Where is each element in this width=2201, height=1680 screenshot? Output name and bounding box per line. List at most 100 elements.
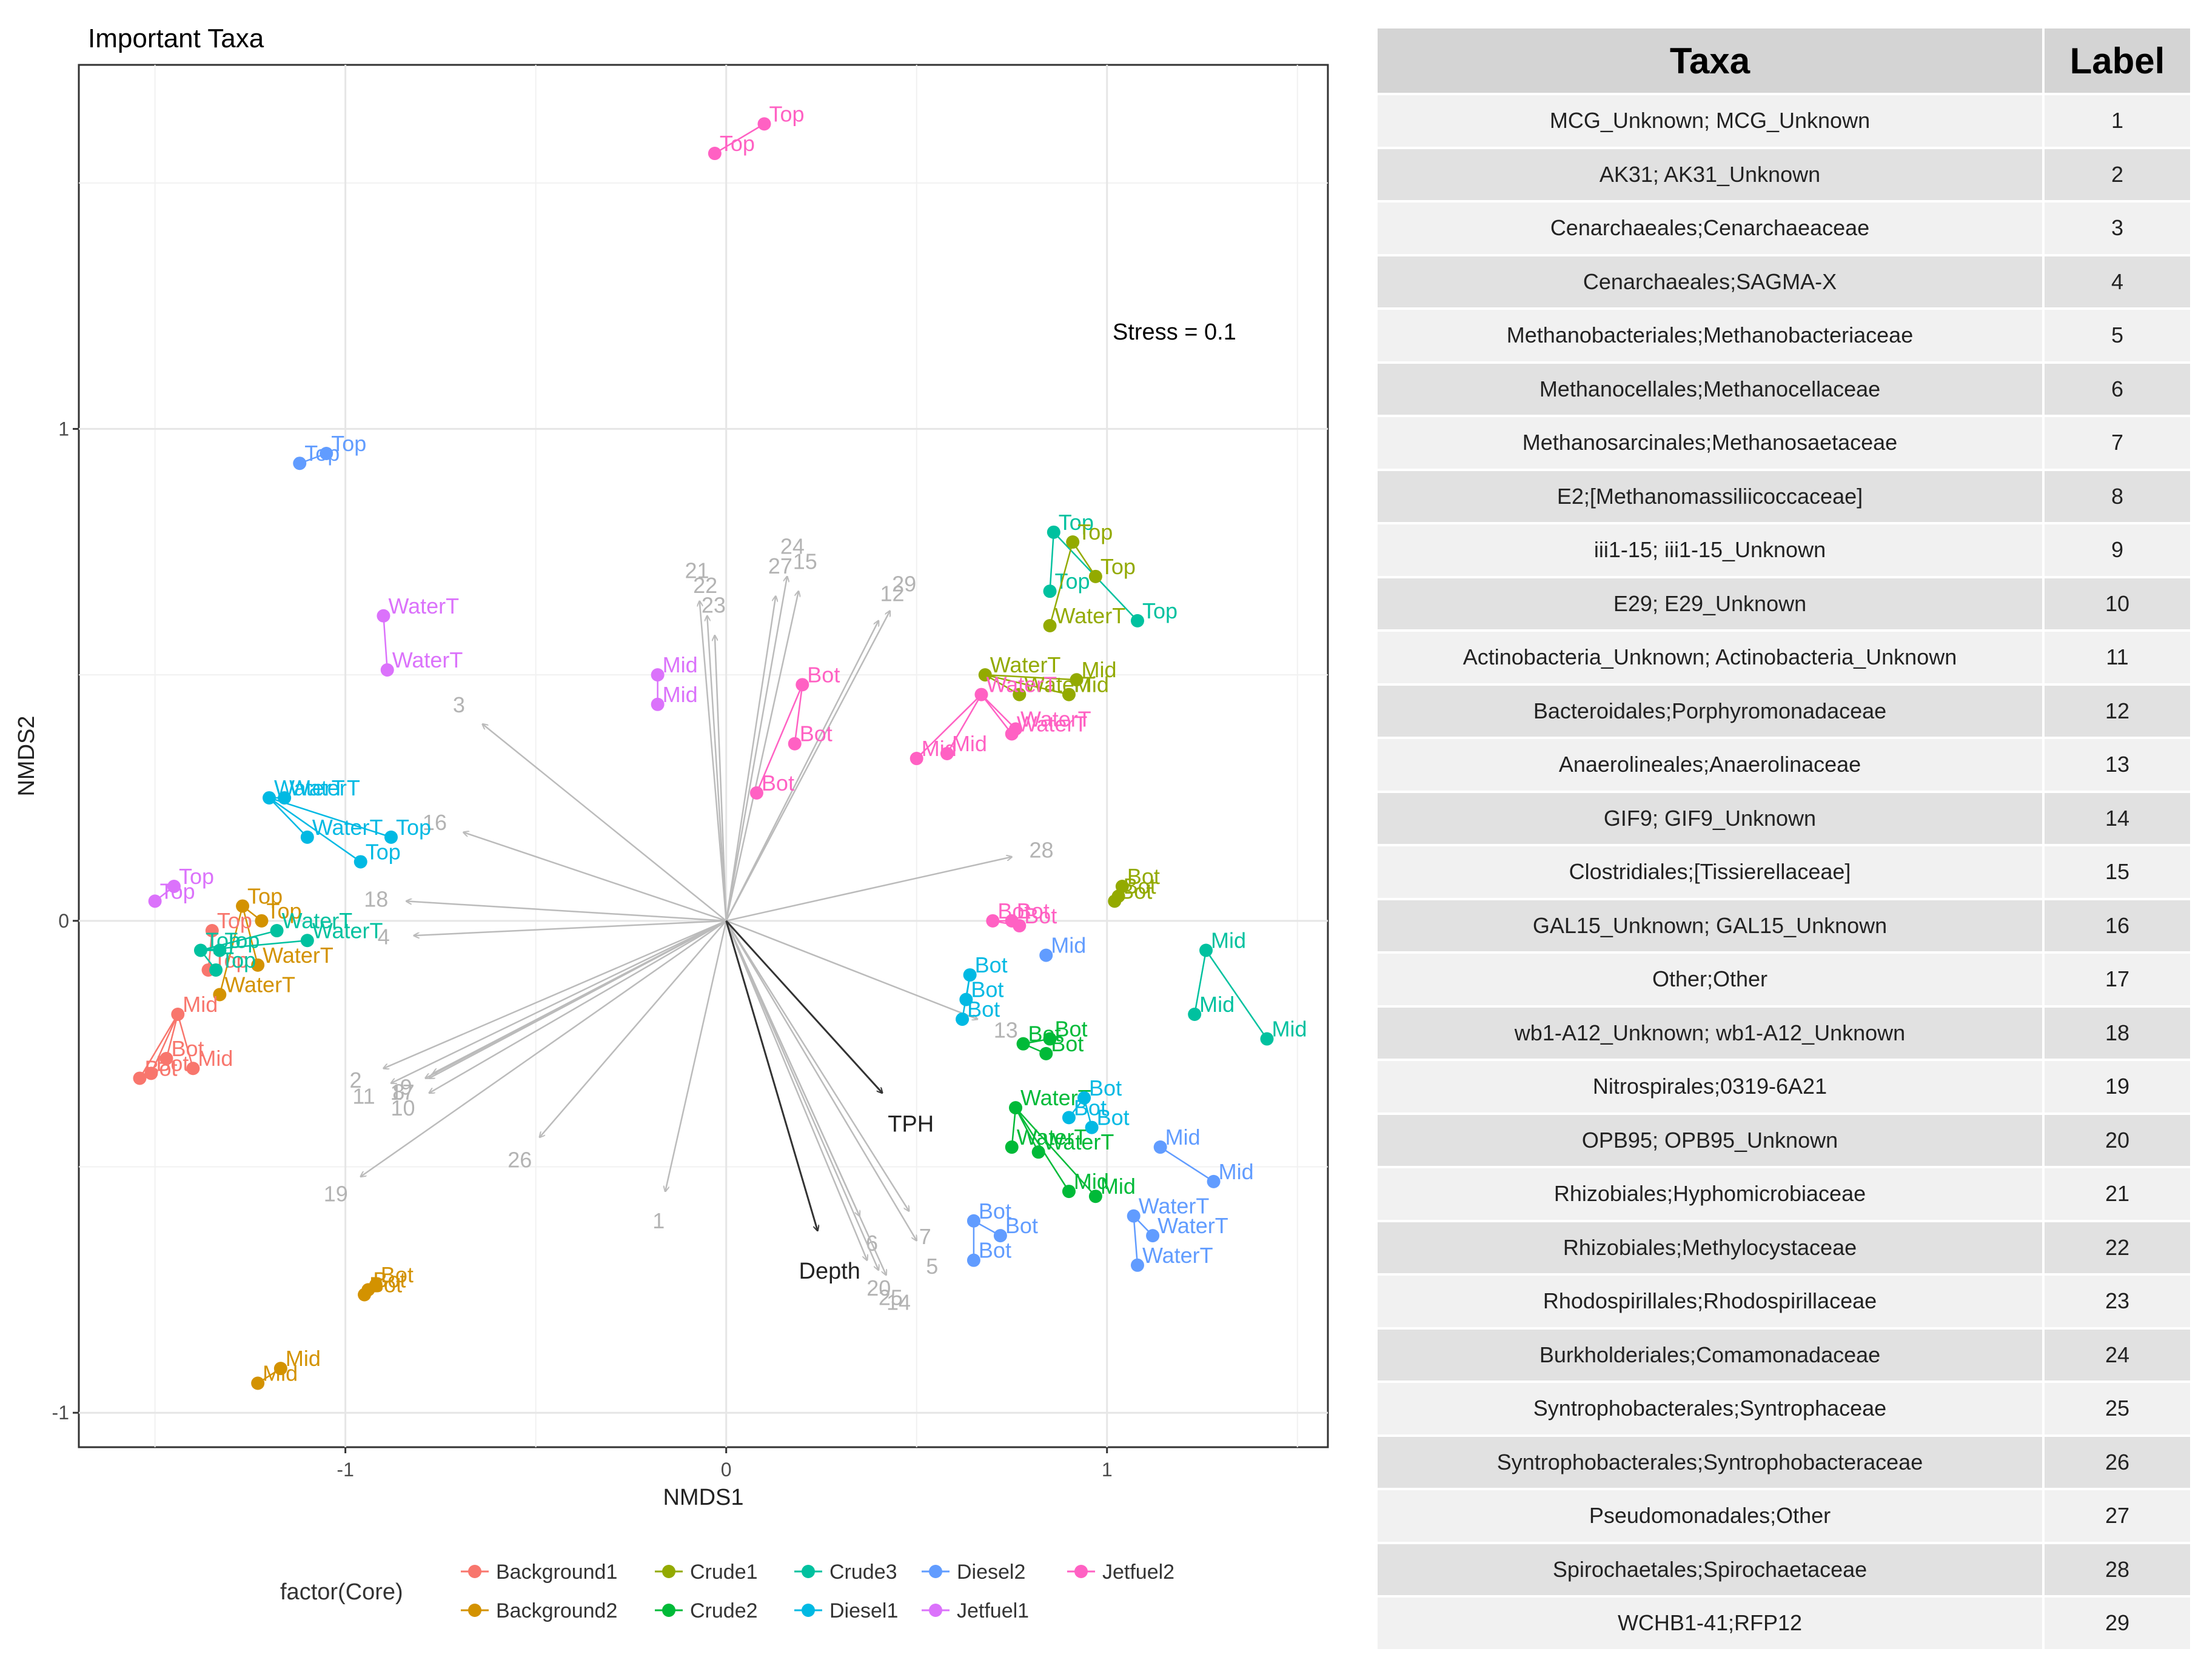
legend: factor(Core) Background1 Background2 Crude…: [280, 1561, 1174, 1622]
site-connector: [1072, 541, 1096, 577]
site-point: [171, 1007, 185, 1021]
site-label: WaterT: [1024, 672, 1095, 697]
site-point: [377, 609, 390, 623]
site-label: Bot: [1024, 903, 1057, 928]
site-point: [651, 697, 665, 711]
site-label: WaterT: [392, 648, 463, 672]
label-cell: 4: [2042, 253, 2190, 309]
site-point: [1088, 1190, 1102, 1203]
vector-arrow: [665, 920, 727, 1191]
site-connector: [1049, 532, 1055, 592]
vector-label: 11: [352, 1083, 375, 1108]
vector-label: 22: [693, 573, 717, 598]
site-point: [1013, 919, 1027, 932]
site-label: WaterT: [1044, 1129, 1114, 1154]
label-cell: 25: [2042, 1380, 2190, 1436]
site-connector: [1193, 950, 1207, 1015]
taxa-cell: AK31; AK31_Unknown: [1378, 146, 2043, 201]
taxa-cell: Burkholderiales;Comamonadaceae: [1378, 1327, 2043, 1382]
site-label: WaterT: [224, 972, 295, 997]
taxa-cell: wb1-A12_Unknown; wb1-A12_Unknown: [1378, 1005, 2043, 1060]
site-point: [193, 943, 207, 957]
table-row: iii1-15; iii1-15_Unknown 9: [1378, 522, 2190, 577]
site-point: [974, 688, 988, 701]
env-vector-label: TPH: [888, 1112, 934, 1137]
site-label: Mid: [663, 682, 698, 707]
vector-label: 25: [879, 1285, 903, 1310]
site-label: WaterT: [990, 652, 1061, 677]
site-point: [300, 934, 314, 948]
legend-label: Crude1: [690, 1561, 758, 1584]
site-point: [1085, 1120, 1099, 1134]
legend-swatch: [468, 1565, 481, 1578]
vector-label: 19: [324, 1181, 348, 1206]
label-cell: 22: [2042, 1219, 2190, 1274]
vector-arrow: [540, 920, 727, 1137]
site-point: [1043, 618, 1057, 632]
site-label: Top: [1077, 520, 1113, 544]
site-label: Mid: [1219, 1159, 1254, 1184]
site-label: Top: [331, 431, 366, 456]
table-row: GIF9; GIF9_Unknown 14: [1378, 790, 2190, 845]
site-label: Bot: [1074, 1095, 1107, 1120]
legend-swatch: [929, 1565, 942, 1578]
label-cell: 23: [2042, 1273, 2190, 1328]
stress-annotation: Stress = 0.1: [1113, 320, 1236, 345]
taxa-cell: MCG_Unknown; MCG_Unknown: [1378, 93, 2043, 148]
site-label: Mid: [1051, 933, 1086, 958]
site-point: [251, 1376, 265, 1390]
vector-label: 18: [364, 886, 388, 911]
site-connector: [383, 615, 388, 671]
site-label: WaterT: [1139, 1194, 1210, 1219]
x-tick-label: -1: [337, 1459, 353, 1481]
label-cell: 19: [2042, 1059, 2190, 1114]
site-connector: [985, 674, 1077, 681]
grid-lines: [79, 65, 1328, 1447]
label-cell: 2: [2042, 146, 2190, 201]
table-row: AK31; AK31_Unknown 2: [1378, 146, 2190, 201]
site-label: Top: [1100, 554, 1136, 579]
environment-vectors: TPH Depth: [725, 920, 934, 1284]
table-row: Cenarchaeales;SAGMA-X 4: [1378, 253, 2190, 309]
label-cell: 28: [2042, 1541, 2190, 1596]
table-row: E29; E29_Unknown 10: [1378, 575, 2190, 631]
site-point: [1127, 1209, 1141, 1223]
vector-label: 23: [702, 592, 726, 617]
y-axis-title: NMDS2: [14, 715, 39, 796]
site-connector: [177, 1014, 194, 1069]
taxa-cell: Cenarchaeales;SAGMA-X: [1378, 253, 2043, 309]
table-row: Other;Other 17: [1378, 951, 2190, 1006]
site-label: WaterT: [312, 815, 383, 840]
taxa-cell: iii1-15; iii1-15_Unknown: [1378, 522, 2043, 577]
label-cell: 26: [2042, 1434, 2190, 1489]
taxa-cell: WCHB1-41;RFP12: [1378, 1595, 2043, 1649]
vector-label: 29: [892, 571, 916, 596]
site-point: [236, 899, 250, 913]
site-point: [1039, 1046, 1053, 1060]
table-row: Nitrospirales;0319-6A21 19: [1378, 1059, 2190, 1114]
vector-label: 21: [685, 558, 709, 583]
taxa-cell: Clostridiales;[Tissierellaceae]: [1378, 844, 2043, 899]
site-label: WaterT: [289, 775, 360, 800]
vector-label: 9: [400, 1074, 412, 1099]
label-cell: 11: [2042, 629, 2190, 684]
label-cell: 8: [2042, 468, 2190, 523]
site-point: [986, 914, 1000, 928]
y-tick-label: 1: [58, 418, 69, 440]
label-cell: 12: [2042, 683, 2190, 738]
site-point: [1062, 1111, 1076, 1125]
vector-label: 15: [793, 549, 817, 574]
site-point: [300, 830, 314, 844]
site-label: Bot: [381, 1262, 414, 1287]
table-row: Bacteroidales;Porphyromonadaceae 12: [1378, 683, 2190, 738]
site-label: Top: [366, 839, 401, 864]
site-point: [1088, 569, 1102, 583]
site-label: Mid: [263, 1361, 298, 1386]
site-point: [749, 786, 763, 800]
vector-arrow: [725, 920, 867, 1260]
vector-arrow: [707, 616, 727, 921]
site-label: Mid: [663, 652, 698, 677]
site-point: [1207, 1174, 1221, 1188]
site-label: Mid: [1272, 1017, 1307, 1042]
site-label: Bot: [971, 977, 1003, 1002]
